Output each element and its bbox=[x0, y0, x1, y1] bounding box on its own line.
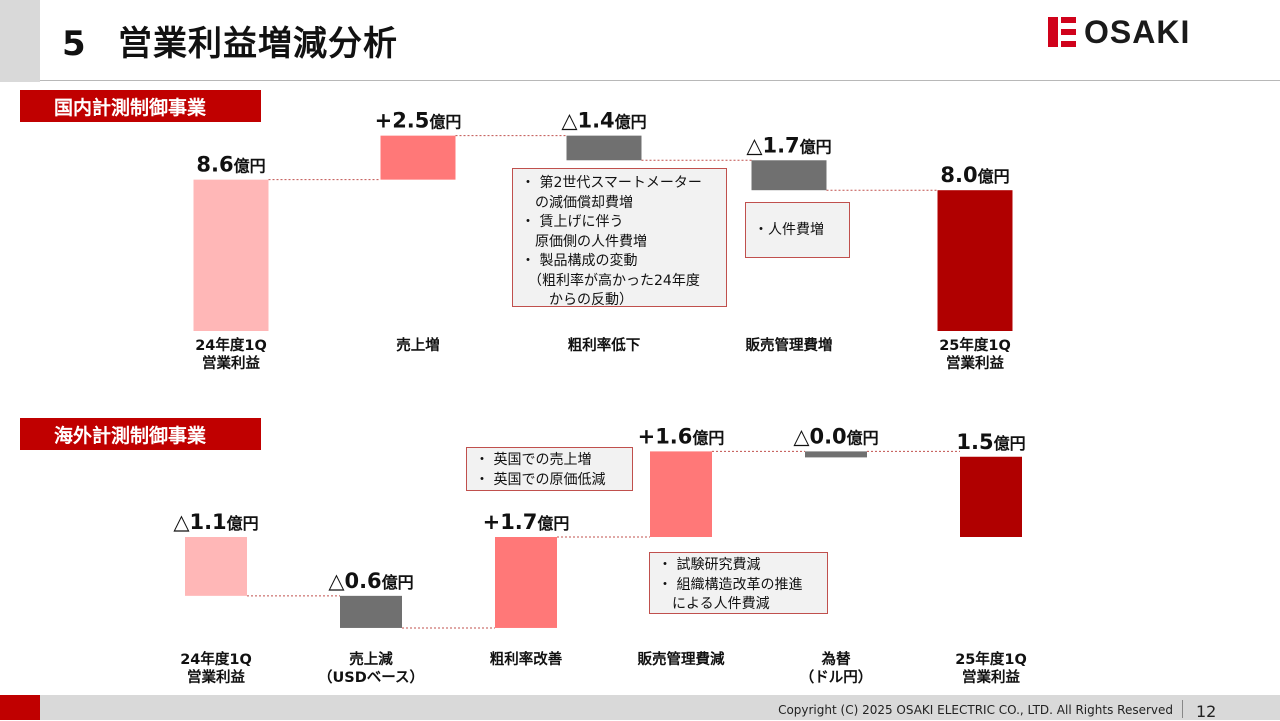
category-label: 営業利益 bbox=[962, 668, 1020, 686]
value-label: 1.5億円 bbox=[956, 430, 1025, 454]
waterfall-bar bbox=[340, 595, 402, 628]
waterfall-bar bbox=[380, 135, 456, 180]
waterfall-bar bbox=[185, 537, 247, 596]
category-label: 営業利益 bbox=[946, 354, 1004, 372]
category-label: 粗利率低下 bbox=[568, 336, 641, 354]
footer-bar bbox=[0, 695, 1280, 720]
page-title: 5 営業利益増減分析 bbox=[62, 16, 398, 65]
category-label: 売上増 bbox=[396, 336, 440, 354]
section-number: 5 bbox=[62, 24, 87, 64]
category-label: 販売管理費減 bbox=[638, 650, 725, 668]
value-label: 8.6億円 bbox=[196, 153, 265, 177]
waterfall-bar bbox=[650, 451, 712, 537]
category-label: 販売管理費増 bbox=[746, 336, 833, 354]
waterfall-bar bbox=[193, 179, 269, 331]
category-label: 24年度1Q bbox=[180, 650, 252, 668]
value-label: +2.5億円 bbox=[375, 109, 462, 133]
category-label: 売上減 bbox=[349, 650, 393, 668]
category-label: （ドル円） bbox=[800, 668, 873, 686]
value-label: △0.6億円 bbox=[328, 569, 413, 593]
value-label: +1.6億円 bbox=[638, 424, 725, 448]
footer-accent bbox=[0, 695, 40, 720]
waterfall-bar bbox=[805, 451, 867, 458]
waterfall-bar bbox=[751, 160, 827, 191]
sga-increase-note: ・人件費増 bbox=[745, 202, 850, 258]
title-side-tab bbox=[0, 0, 40, 82]
waterfall-bar bbox=[495, 537, 557, 628]
page-number: 12 bbox=[1196, 702, 1217, 721]
page-title-text: 営業利益増減分析 bbox=[118, 24, 398, 64]
logo-text: OSAKI bbox=[1084, 14, 1191, 50]
waterfall-bar bbox=[566, 135, 642, 161]
domestic-section-label: 国内計測制御事業 bbox=[20, 90, 261, 122]
category-label: 営業利益 bbox=[187, 668, 245, 686]
category-label: 粗利率改善 bbox=[490, 650, 563, 668]
gross-margin-improvement-note: ・ 英国での売上増 ・ 英国での原価低減 bbox=[466, 447, 633, 491]
value-label: +1.7億円 bbox=[483, 510, 570, 534]
sga-decrease-note: ・ 試験研究費減 ・ 組織構造改革の推進 による人件費減 bbox=[649, 552, 828, 614]
category-label: 25年度1Q bbox=[955, 650, 1027, 668]
page-number-divider bbox=[1182, 700, 1183, 718]
category-label: 営業利益 bbox=[202, 354, 260, 372]
value-label: △1.1億円 bbox=[173, 510, 258, 534]
value-label: △0.0億円 bbox=[793, 424, 878, 448]
value-label: 8.0億円 bbox=[940, 163, 1009, 187]
waterfall-bar bbox=[937, 190, 1013, 331]
category-label: 25年度1Q bbox=[939, 336, 1011, 354]
waterfall-bar bbox=[960, 456, 1022, 537]
company-logo: OSAKI bbox=[1048, 16, 1190, 48]
category-label: （USDベース） bbox=[318, 668, 424, 686]
title-underline bbox=[40, 80, 1280, 81]
value-label: △1.7億円 bbox=[746, 133, 831, 157]
category-label: 24年度1Q bbox=[195, 336, 267, 354]
category-label: 為替 bbox=[822, 650, 851, 668]
logo-mark-icon bbox=[1048, 17, 1076, 47]
value-label: △1.4億円 bbox=[561, 109, 646, 133]
copyright-text: Copyright (C) 2025 OSAKI ELECTRIC CO., L… bbox=[778, 703, 1173, 717]
gross-margin-decline-note: ・ 第2世代スマートメーター の減価償却費増 ・ 賃上げに伴う 原価側の人件費増… bbox=[512, 168, 727, 308]
overseas-section-label: 海外計測制御事業 bbox=[20, 418, 261, 450]
